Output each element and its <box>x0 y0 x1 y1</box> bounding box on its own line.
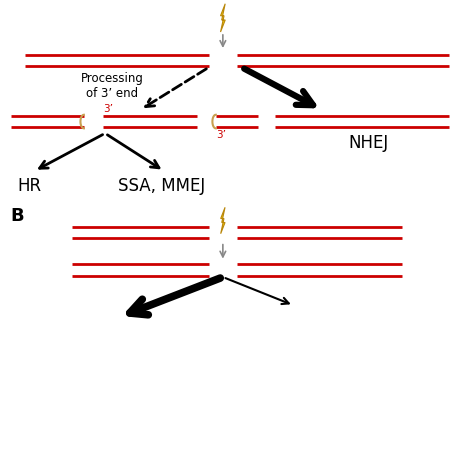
Text: 3’: 3’ <box>216 129 226 139</box>
Polygon shape <box>221 207 225 234</box>
Text: NHEJ: NHEJ <box>349 134 389 152</box>
Text: Processing
of 3’ end: Processing of 3’ end <box>81 72 144 100</box>
Polygon shape <box>220 4 225 32</box>
Text: B: B <box>11 207 25 225</box>
Text: SSA, MMEJ: SSA, MMEJ <box>118 177 205 195</box>
Text: 3’: 3’ <box>103 103 113 114</box>
Text: HR: HR <box>18 177 42 195</box>
